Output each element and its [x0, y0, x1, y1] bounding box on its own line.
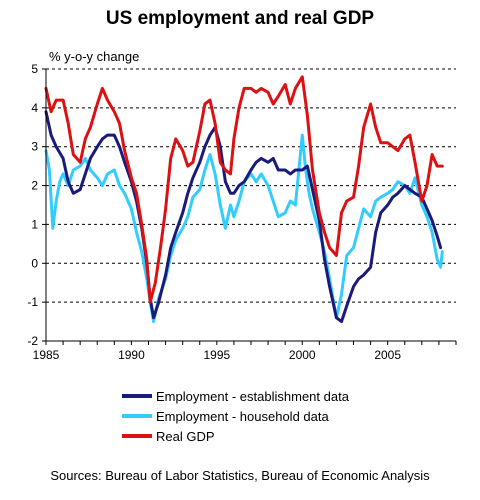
series-line-employment-establishment-data	[44, 110, 443, 324]
series-line-employment-household-data	[44, 133, 444, 324]
chart-title: US employment and real GDP	[105, 8, 375, 29]
legend: Employment - establishment data Employmen…	[122, 386, 349, 446]
y-tick-label: -1	[27, 295, 38, 309]
y-tick-label: 0	[31, 256, 38, 270]
series-lines	[44, 75, 444, 324]
x-tick-label: 2005	[374, 348, 401, 362]
y-tick-label: 5	[31, 62, 38, 76]
y-tick-label: -2	[27, 334, 38, 348]
y-tick-label: 3	[31, 140, 38, 154]
y-tick-label: 2	[31, 179, 38, 193]
y-tick-label: 4	[31, 101, 38, 115]
legend-item: Employment - household data	[122, 406, 349, 426]
x-tick-label: 1995	[203, 348, 230, 362]
source-note: Sources: Bureau of Labor Statistics, Bur…	[50, 468, 430, 483]
series-line-real-gdp	[44, 75, 444, 304]
legend-label: Employment - household data	[156, 408, 329, 424]
y-tick-label: 1	[31, 217, 38, 231]
x-tick-label: 1990	[118, 348, 145, 362]
legend-swatch	[122, 394, 152, 398]
legend-label: Real GDP	[156, 428, 215, 444]
legend-label: Employment - establishment data	[156, 388, 349, 404]
x-tick-label: 1985	[33, 348, 60, 362]
legend-swatch	[122, 434, 152, 438]
legend-item: Real GDP	[122, 426, 349, 446]
gridlines	[46, 68, 456, 303]
x-tick-label: 2000	[289, 348, 316, 362]
y-axis-unit-label: % y-o-y change	[49, 49, 140, 64]
legend-item: Employment - establishment data	[122, 386, 349, 406]
legend-swatch	[122, 414, 152, 418]
